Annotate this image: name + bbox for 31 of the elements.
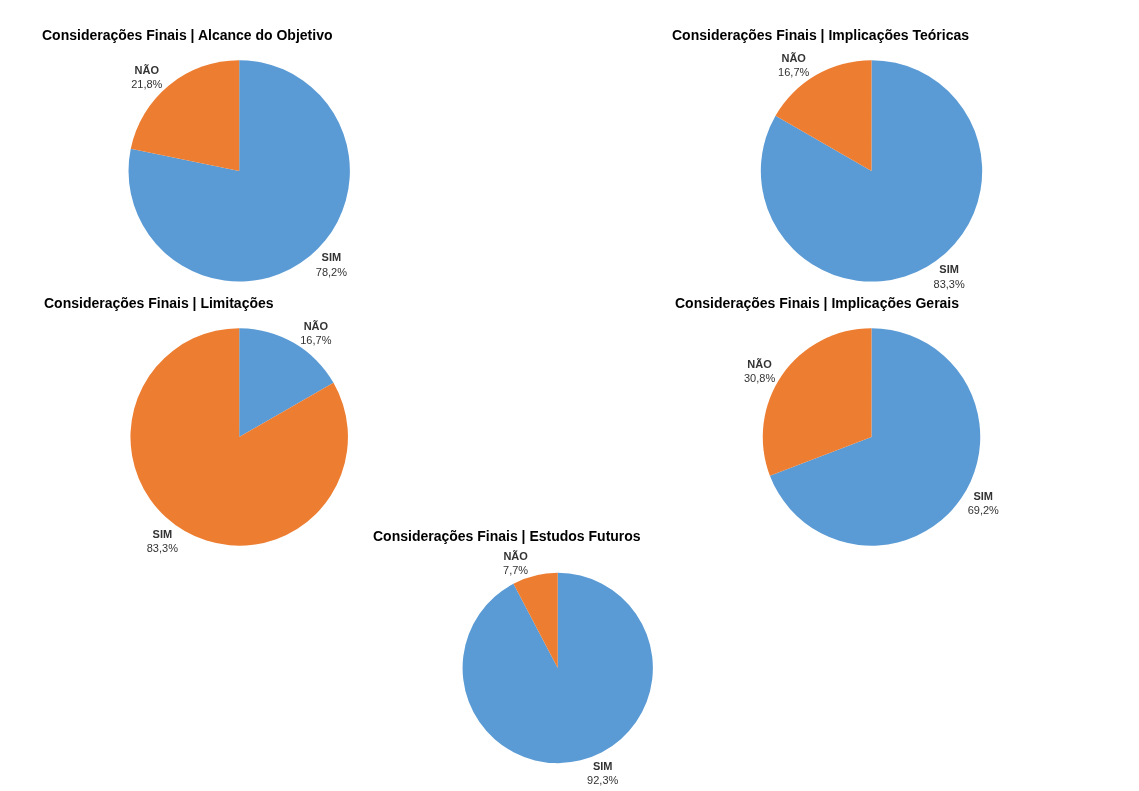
slice-label: SIM (592, 759, 613, 772)
data-label: 69,2% (967, 503, 1000, 516)
chart-title: Considerações Finais | Implicações Gerais (675, 295, 960, 311)
data-label: 16,7% (778, 66, 810, 79)
data-label: 16,7% (300, 334, 332, 347)
pie-slice (239, 328, 334, 437)
slice-label: NÃO (747, 357, 773, 370)
slice-label: NÃO (503, 550, 529, 563)
data-label: 83,3% (146, 542, 179, 555)
data-label: 83,3% (933, 277, 965, 290)
pie-slice (130, 328, 348, 546)
slice-label: NÃO (303, 319, 329, 332)
chart-title: Considerações Finais | Implicações Teóricas (672, 27, 970, 43)
slice-label: NÃO (134, 64, 160, 77)
data-label: 92,3% (587, 773, 619, 786)
chart-title: Considerações Finais | Alcance do Objetivo (42, 27, 333, 43)
pie-slice (775, 60, 872, 171)
slice-label: SIM (939, 263, 959, 276)
data-label: 30,8% (743, 372, 776, 385)
pie-slice (128, 60, 350, 282)
pie-slice (130, 60, 240, 171)
data-label: 78,2% (315, 265, 348, 278)
data-label: 7,7% (503, 564, 529, 577)
slice-label: NÃO (781, 52, 807, 65)
data-label: 21,8% (131, 78, 163, 91)
pie-slice (760, 60, 983, 282)
slice-label: SIM (321, 251, 342, 264)
chart-title: Considerações Finais | Estudos Futuros (373, 528, 641, 544)
slice-label: SIM (152, 527, 173, 540)
slice-label: SIM (973, 489, 994, 502)
chart-title: Considerações Finais | Limitações (44, 295, 274, 311)
